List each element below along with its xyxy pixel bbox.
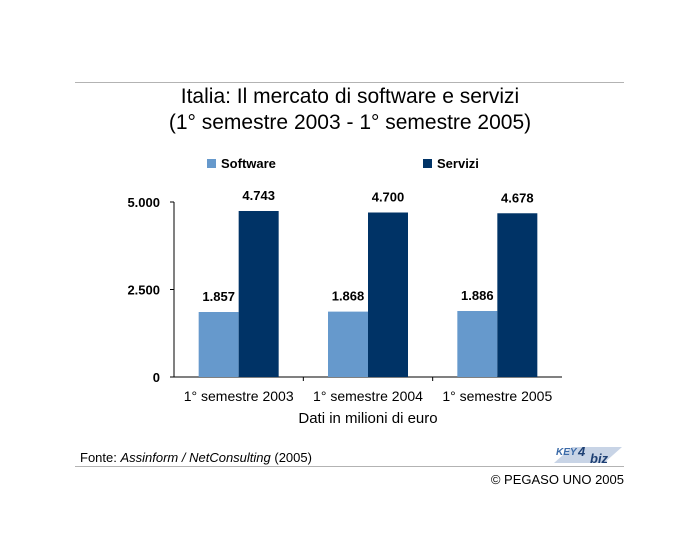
bar-value-label: 1.868 <box>332 289 365 304</box>
bar-value-label: 1.886 <box>461 288 494 303</box>
legend-label-software: Software <box>221 155 276 171</box>
source-suffix: (2005) <box>270 450 312 465</box>
svg-text:4: 4 <box>577 444 586 459</box>
bar-servizi <box>238 210 279 377</box>
svg-text:biz: biz <box>590 451 609 465</box>
legend-swatch-software <box>207 158 216 168</box>
bar-servizi <box>497 213 538 377</box>
copyright-notice: © PEGASO UNO 2005 <box>490 472 624 487</box>
legend-label-servizi: Servizi <box>437 155 479 171</box>
bar-value-label: 4.678 <box>501 190 534 205</box>
chart-title: Italia: Il mercato di software e servizi <box>180 85 520 108</box>
bar-value-label: 4.700 <box>372 190 405 205</box>
legend-swatch-servizi <box>423 158 432 168</box>
bar-value-label: 1.857 <box>202 289 235 304</box>
y-tick-label: 2.500 <box>127 283 160 298</box>
source-note: Fonte: Assinform / NetConsulting (2005) <box>80 450 312 465</box>
x-tick-label: 1° semestre 2005 <box>442 388 552 404</box>
bar-software <box>328 311 368 377</box>
top-divider <box>75 82 624 83</box>
legend-item-software: Software <box>207 154 276 172</box>
bar-servizi <box>368 212 408 377</box>
key4biz-logo: KEY 4 biz <box>554 444 622 465</box>
y-tick-label: 0 <box>153 370 160 385</box>
bar-software <box>457 310 498 377</box>
x-axis-title: Dati in milioni di euro <box>298 410 437 427</box>
bar-value-label: 4.743 <box>242 188 275 203</box>
y-tick-label: 5.000 <box>127 195 160 210</box>
bar-software <box>198 312 239 377</box>
x-tick-label: 1° semestre 2004 <box>313 388 423 404</box>
svg-text:KEY: KEY <box>556 447 578 458</box>
legend-item-servizi: Servizi <box>423 154 479 172</box>
source-name: Assinform / NetConsulting <box>120 450 271 465</box>
bottom-divider <box>75 466 624 467</box>
x-tick-label: 1° semestre 2003 <box>184 388 294 404</box>
chart-subtitle: (1° semestre 2003 - 1° semestre 2005) <box>168 111 532 134</box>
source-prefix: Fonte: <box>80 450 121 465</box>
